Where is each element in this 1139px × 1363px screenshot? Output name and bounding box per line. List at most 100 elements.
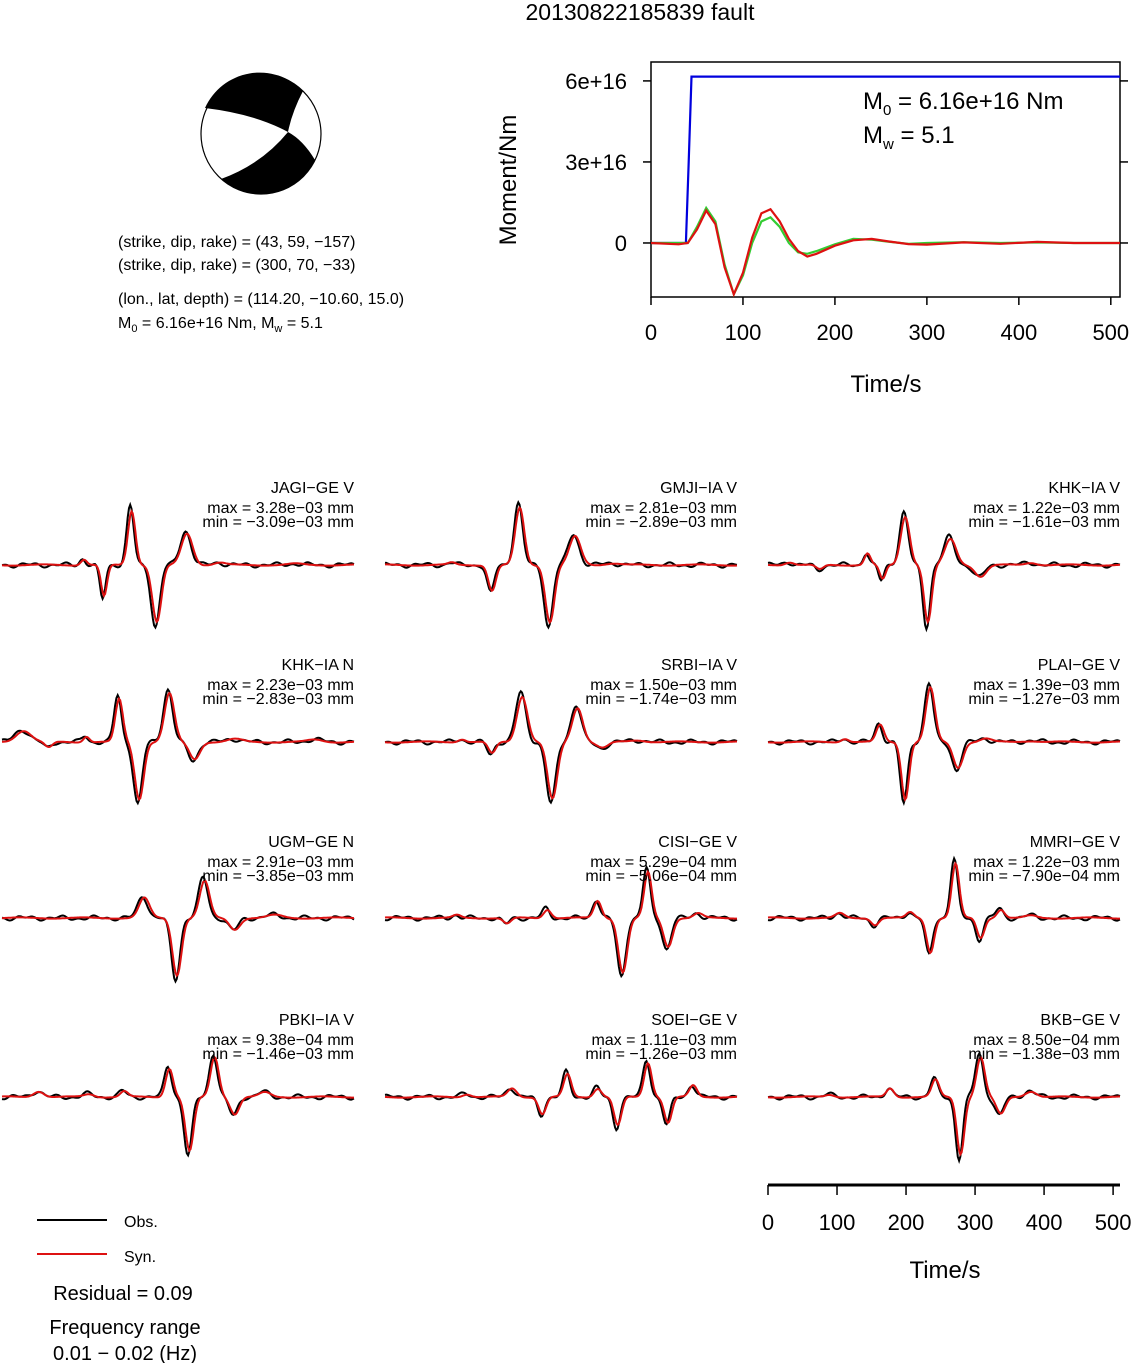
figure-title: 20130822185839 fault [526,0,756,25]
station-max: max = 1.50e−03 mm [590,677,737,694]
synthetic-trace [767,1055,1120,1157]
synthetic-trace [1,879,355,978]
synthetic-trace [1,509,354,624]
station-label: SRBI−IA V [661,657,737,674]
station-label: UGM−GE N [268,834,354,851]
station-max: max = 1.11e−03 mm [591,1032,737,1049]
moment-x-tick-label: 100 [725,320,762,345]
waveform-x-tick-label: 400 [1026,1210,1063,1235]
station-min: min = −1.26e−03 mm [585,1046,737,1063]
waveform-x-tick-label: 300 [957,1210,994,1235]
moment-chart: 0 100 200 300 400 500 0 3e+16 6e+16 Moment/Nm T… [495,61,1129,398]
moment-x-tick-label: 500 [1092,320,1129,345]
station-min: min = −1.38e−03 mm [968,1046,1120,1063]
synthetic-trace [1,1055,354,1153]
station-max: max = 1.22e−03 mm [973,854,1120,871]
station-min: min = −5.06e−04 mm [585,868,737,885]
station-label: KHK−IA N [282,657,354,674]
station-label: KHK−IA V [1048,480,1120,497]
station-min: min = −1.74e−03 mm [585,691,737,708]
moment-x-tick-label: 300 [909,320,946,345]
waveform-x-axis-label: Time/s [909,1257,980,1284]
waveform-x-tick-label: 0 [762,1210,774,1235]
waveform-time-axis: 0 100 200 300 400 500 [762,1183,1132,1235]
synthetic-trace [767,685,1120,802]
moment-y-axis: 0 3e+16 6e+16 [565,69,1128,256]
station-min: min = −2.89e−03 mm [585,514,737,531]
station-label: PLAI−GE V [1038,657,1121,674]
station-max: max = 8.50e−04 mm [973,1032,1120,1049]
observed-trace [1,1053,355,1158]
station-min: min = −3.09e−03 mm [202,514,354,531]
synthetic-trace [384,869,737,975]
station-max: max = 3.28e−03 mm [207,500,354,517]
moment-annotation-mw: Mw = 5.1 [863,122,955,153]
synthetic-trace [767,861,1120,955]
synthetic-trace [2,691,355,802]
station-label: SOEI−GE V [651,1012,737,1029]
station-label: PBKI−IA V [279,1012,354,1029]
moment-series-3 [650,207,1120,298]
legend: Obs. Syn. [37,1214,158,1266]
observed-trace [767,1051,1121,1164]
station-max: max = 2.23e−03 mm [207,677,354,694]
waveform-x-tick-label: 100 [819,1210,856,1235]
synthetic-trace [384,1061,738,1127]
station-max: max = 2.81e−03 mm [590,500,737,517]
residual-label: Residual = 0.09 [53,1283,193,1305]
station-max: max = 1.39e−03 mm [973,677,1120,694]
station-min: min = −1.61e−03 mm [968,514,1120,531]
moment-y-axis-label: Moment/Nm [495,115,522,246]
waveform-x-tick-label: 200 [888,1210,925,1235]
station-label: BKB−GE V [1040,1012,1120,1029]
station-max: max = 2.91e−03 mm [207,854,354,871]
nodal-plane-1: (strike, dip, rake) = (43, 59, −157) [118,234,355,251]
station-label: MMRI−GE V [1030,834,1121,851]
legend-obs-label: Obs. [124,1214,158,1231]
observed-trace [1,687,355,806]
station-max: max = 9.38e−04 mm [207,1032,354,1049]
station-min: min = −1.46e−03 mm [202,1046,354,1063]
beachball-compression-upper [205,72,303,132]
moment-x-axis-label: Time/s [850,371,921,398]
moment-x-tick-label: 400 [1000,320,1037,345]
observed-trace [1,875,355,984]
moment-y-tick-label: 3e+16 [565,150,627,175]
station-label: GMJI−IA V [660,480,737,497]
source-location: (lon., lat, depth) = (114.20, −10.60, 15… [118,291,404,308]
frequency-range-value: 0.01 − 0.02 (Hz) [53,1343,197,1363]
station-min: min = −7.90e−04 mm [968,868,1120,885]
waveform-x-tick-label: 500 [1095,1210,1132,1235]
station-min: min = −3.85e−03 mm [202,868,354,885]
moment-x-axis: 0 100 200 300 400 500 [645,297,1129,345]
moment-series-group [650,75,1120,298]
station-label: JAGI−GE V [271,480,354,497]
station-min: min = −1.27e−03 mm [968,691,1120,708]
moment-y-tick-label: 6e+16 [565,69,627,94]
frequency-range-title: Frequency range [49,1317,200,1339]
synthetic-trace [384,695,737,800]
moment-y-tick-label: 0 [615,231,627,256]
legend-syn-label: Syn. [124,1249,156,1266]
moment-magnitude-line: M0 = 6.16e+16 Nm, Mw = 5.1 [118,315,323,335]
moment-plot-frame [650,61,1121,298]
station-max: max = 1.22e−03 mm [973,500,1120,517]
synthetic-trace [767,515,1121,625]
beachball-compression-lower [221,132,315,195]
moment-x-tick-label: 200 [817,320,854,345]
moment-x-tick-label: 0 [645,320,657,345]
synthetic-trace [385,505,738,625]
